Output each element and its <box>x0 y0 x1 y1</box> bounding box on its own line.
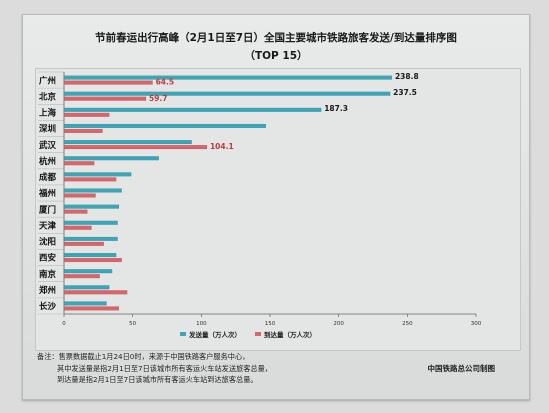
send-bar <box>63 188 122 193</box>
x-tick-label: 300 <box>471 321 482 327</box>
notes-line-2: 其中发送量是指2月1日至7日该城市所有客运火车站发送旅客总量， <box>57 363 272 373</box>
arrive-bar <box>63 145 208 150</box>
category-label: 杭州 <box>39 156 56 167</box>
category-label: 郑州 <box>39 285 56 296</box>
plot-area: 0 50 100 150 200 250 300 广州北京上海深圳武汉杭州成都福州厦门天津沈阳… <box>35 68 521 351</box>
x-tick-label: 0 <box>62 321 66 327</box>
send-bar <box>63 156 159 161</box>
chart-title: 节前春运出行高峰（2月1日至7日）全国主要城市铁路旅客发送/到达量排序图 <box>95 32 457 44</box>
send-bar <box>63 236 118 241</box>
data-label: 187.3 <box>324 104 348 113</box>
arrive-bar <box>63 96 147 101</box>
arrive-bar <box>63 161 95 166</box>
x-tick-label: 100 <box>196 321 207 327</box>
chart-subtitle: （TOP 15） <box>244 50 308 62</box>
arrive-bar <box>63 290 128 295</box>
x-tick-label: 150 <box>265 321 276 327</box>
category-label: 厦门 <box>39 204 56 215</box>
category-label: 沈阳 <box>39 237 56 248</box>
notes-line-1: 售票数据截止1月24日0时，来源于中国铁路客户服务中心， <box>58 352 250 361</box>
arrive-bar <box>63 112 110 117</box>
data-label: 59.7 <box>149 94 168 103</box>
arrive-bar <box>63 225 92 230</box>
x-tick-label: 250 <box>402 321 413 327</box>
category-label: 南京 <box>39 269 57 280</box>
chart-frame: 节前春运出行高峰（2月1日至7日）全国主要城市铁路旅客发送/到达量排序图 （TO… <box>22 14 530 400</box>
bar-chart: 0 50 100 150 200 250 300 广州北京上海深圳武汉杭州成都福州厦门天津沈阳… <box>38 71 482 339</box>
legend-swatch-send <box>180 332 186 336</box>
arrive-bar <box>63 274 100 279</box>
category-label: 北京 <box>39 91 57 102</box>
legend-label-send: 发送量（万人次） <box>188 330 241 339</box>
arrive-bar <box>63 306 120 311</box>
data-label: 237.5 <box>393 88 417 97</box>
send-bar <box>63 285 110 290</box>
send-bar <box>63 204 120 209</box>
arrive-bar <box>63 193 96 198</box>
arrive-bar <box>63 128 103 134</box>
arrive-bar <box>63 257 122 263</box>
category-label: 福州 <box>38 188 56 199</box>
category-label: 武汉 <box>39 140 57 151</box>
arrive-bar <box>63 241 104 246</box>
source-credit: 中国铁路总公司制图 <box>427 364 496 373</box>
send-bar <box>63 269 113 274</box>
footnotes: 备注：售票数据截止1月24日0时，来源于中国铁路客户服务中心， 其中发送量是指2… <box>37 351 272 386</box>
x-tick-label: 50 <box>129 321 136 327</box>
category-label: 深圳 <box>39 124 56 135</box>
notes-line-3: 到达量是指2月1日至7日该城市所有客运火车站到达旅客总量。 <box>57 375 258 384</box>
send-bar <box>63 220 118 225</box>
notes-label: 备注： <box>37 352 59 361</box>
category-label: 长沙 <box>39 301 57 312</box>
data-label: 104.1 <box>210 142 234 151</box>
send-bar <box>63 140 192 145</box>
send-bar <box>63 107 322 112</box>
arrive-bar <box>63 80 153 85</box>
data-label: 64.5 <box>156 78 175 87</box>
send-bar <box>63 252 117 258</box>
send-bar <box>63 123 267 129</box>
send-bar <box>63 301 107 306</box>
category-label: 广州 <box>39 75 56 86</box>
send-bar <box>63 91 391 96</box>
arrive-bar <box>63 209 88 214</box>
legend-swatch-arrive <box>255 332 261 336</box>
send-bar <box>63 172 132 177</box>
category-label: 天津 <box>39 220 57 231</box>
send-bar <box>63 75 393 80</box>
x-tick-label: 200 <box>333 321 344 327</box>
category-label: 上海 <box>39 108 57 119</box>
arrive-bar <box>63 177 117 182</box>
data-label: 238.8 <box>395 72 419 81</box>
category-label: 成都 <box>39 172 57 183</box>
legend-label-arrive: 到达量（万人次） <box>264 330 316 339</box>
category-label: 西安 <box>39 253 57 264</box>
